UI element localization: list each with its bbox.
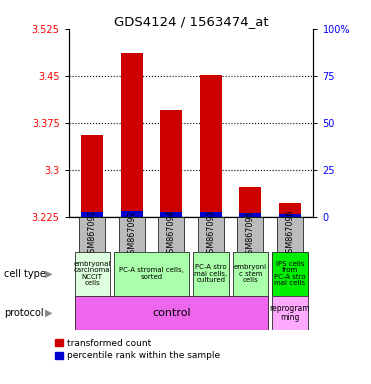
Bar <box>158 217 184 252</box>
Bar <box>200 74 222 217</box>
Bar <box>121 211 143 217</box>
Bar <box>75 296 268 330</box>
Text: PC-A stromal cells,
sorted: PC-A stromal cells, sorted <box>119 267 184 280</box>
Text: cell type: cell type <box>4 268 46 279</box>
Text: ▶: ▶ <box>45 268 52 279</box>
Text: GSM867095: GSM867095 <box>246 210 255 258</box>
Text: GSM867092: GSM867092 <box>127 210 136 258</box>
Text: reprogram
ming: reprogram ming <box>269 304 310 322</box>
Text: iPS cells
from
PC-A stro
mal cells: iPS cells from PC-A stro mal cells <box>274 261 306 286</box>
Bar <box>272 296 308 330</box>
Text: embryonal
carcinoma
NCCIT
cells: embryonal carcinoma NCCIT cells <box>74 261 111 286</box>
Bar <box>272 252 308 296</box>
Text: control: control <box>152 308 191 318</box>
Bar <box>233 252 268 296</box>
Bar <box>193 252 229 296</box>
Text: GSM867091: GSM867091 <box>88 210 97 258</box>
Text: ▶: ▶ <box>45 308 52 318</box>
Bar <box>279 214 301 217</box>
Text: protocol: protocol <box>4 308 43 318</box>
Text: GSM867094: GSM867094 <box>167 210 176 258</box>
Bar <box>239 213 261 217</box>
Bar <box>119 217 145 252</box>
Bar <box>277 217 303 252</box>
Bar <box>121 53 143 217</box>
Bar <box>161 212 182 217</box>
Bar <box>200 212 222 217</box>
Bar <box>239 187 261 217</box>
Title: GDS4124 / 1563474_at: GDS4124 / 1563474_at <box>114 15 268 28</box>
Bar <box>279 202 301 217</box>
Bar <box>237 217 263 252</box>
Bar <box>79 217 105 252</box>
Text: embryoni
c stem
cells: embryoni c stem cells <box>234 264 267 283</box>
Bar <box>198 217 224 252</box>
Bar <box>75 252 110 296</box>
Bar <box>82 136 103 217</box>
Legend: transformed count, percentile rank within the sample: transformed count, percentile rank withi… <box>55 339 220 360</box>
Text: PC-A stro
mal cells,
cultured: PC-A stro mal cells, cultured <box>194 264 227 283</box>
Text: GSM867096: GSM867096 <box>285 210 294 258</box>
Bar <box>82 212 103 217</box>
Bar <box>161 110 182 217</box>
Text: GSM867093: GSM867093 <box>206 210 215 258</box>
Bar <box>114 252 189 296</box>
